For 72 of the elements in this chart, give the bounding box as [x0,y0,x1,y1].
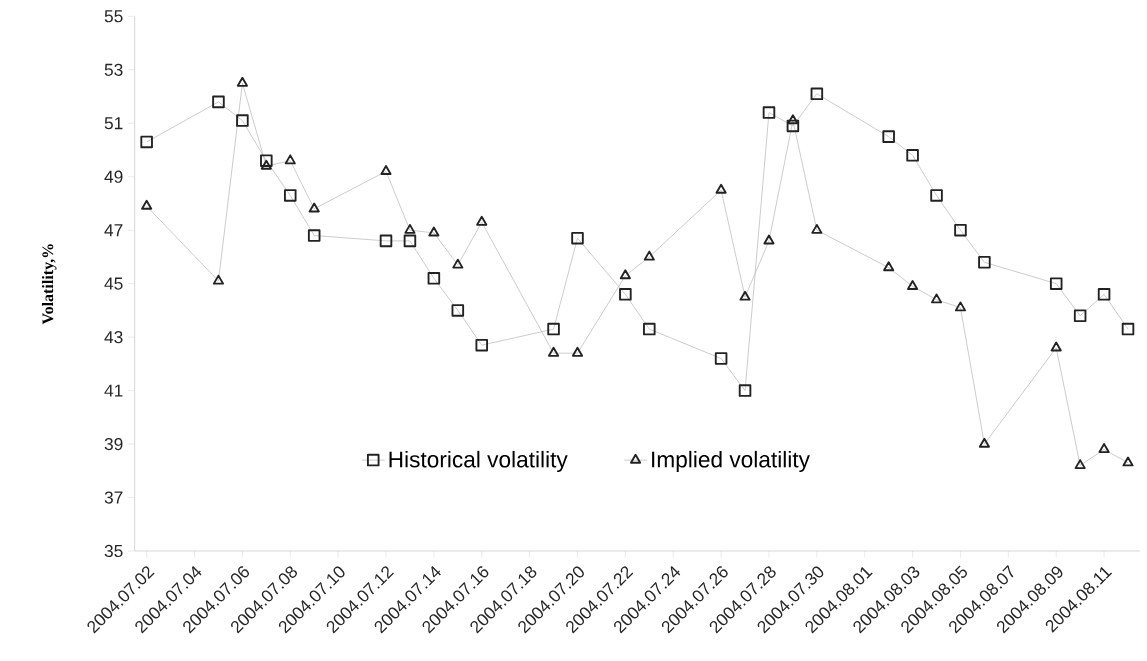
point [379,234,393,248]
point [954,301,967,312]
point [930,293,943,304]
y-tick-label: 55 [104,10,123,23]
point [1050,341,1062,352]
y-axis-title: Volatility,% [41,244,57,325]
y-tick-label: 35 [104,544,123,558]
point [236,114,249,127]
point [140,135,153,149]
point [1074,459,1086,470]
y-tick-label: 45 [104,277,123,290]
point [1121,322,1135,336]
point [212,274,225,285]
point [978,437,990,448]
point [714,352,728,365]
point [1049,277,1063,290]
point [452,258,464,269]
point [283,189,297,202]
y-tick-label: 39 [104,437,123,451]
point [475,338,489,352]
point [787,114,799,125]
point [1122,456,1134,467]
point [404,223,416,234]
point [476,215,488,226]
y-tick-label: 37 [104,491,123,504]
point [260,154,273,167]
point [954,223,967,237]
point [284,154,296,165]
point [428,226,440,237]
point [571,346,584,357]
y-tick-label: 41 [104,384,123,397]
point [308,202,320,213]
point [1073,309,1087,323]
point [882,130,895,143]
point [1098,443,1110,454]
point [548,346,560,357]
legend-label: Implied volatility [652,450,810,473]
point [643,322,656,336]
point [547,322,560,336]
point [763,234,775,245]
point [427,272,441,285]
point [212,95,225,109]
point [643,250,655,261]
point [380,165,392,175]
point [907,280,919,290]
point [1097,288,1111,301]
point [930,189,943,202]
point [141,199,153,210]
y-tick-label: 51 [104,117,123,130]
point [786,119,800,133]
point [978,256,991,269]
point [883,261,895,272]
point [403,234,417,248]
point [619,269,631,280]
point [762,106,776,119]
point [811,223,823,234]
point [571,231,584,245]
point [451,304,465,317]
point [307,229,321,242]
y-tick-label: 53 [104,63,123,76]
y-tick-label: 47 [104,224,123,237]
point [738,384,752,397]
point [260,159,272,170]
point [810,87,824,101]
y-tick-label: 43 [104,330,123,344]
point [906,149,919,162]
y-tick-label: 49 [104,170,123,183]
legend-label: Historical volatility [389,450,568,473]
point [619,288,632,301]
point [715,183,727,194]
point [236,76,248,87]
point [739,290,751,301]
